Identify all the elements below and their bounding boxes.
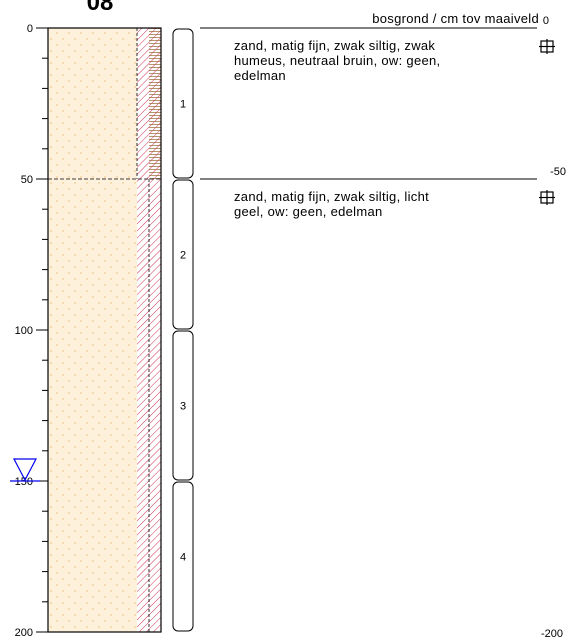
depth-tick-label: 200	[15, 627, 33, 639]
sample-label: 3	[180, 401, 186, 413]
sand-layer-fill	[48, 28, 137, 632]
depth-axis: 0 50 100 150 200	[15, 23, 49, 639]
layer-description-line: zand, matig fijn, zwak siltig, licht	[234, 189, 430, 204]
layer-description-line: humeus, neutraal bruin, ow: geen,	[234, 53, 441, 68]
sample-box	[172, 481, 194, 632]
column-border	[47, 27, 162, 633]
sample-grid-icon	[539, 39, 555, 54]
layer-description: zand, matig fijn, zwak siltig, licht geel…	[234, 189, 429, 219]
sample-box	[172, 179, 194, 330]
sample-grid-icon	[539, 190, 555, 205]
sample-label: 2	[180, 250, 186, 262]
elevation-label-bottom: -200	[541, 628, 563, 640]
sample-box	[172, 330, 194, 481]
groundwater-level	[10, 458, 40, 482]
sample-label: 1	[180, 99, 186, 111]
layer-marks: 0 -50	[200, 15, 566, 205]
log-header: bosgrond / cm tov maaiveld	[372, 11, 539, 26]
boring-title: 08	[87, 0, 114, 16]
elevation-label: 0	[543, 15, 549, 27]
elevation-label: -50	[550, 166, 566, 178]
sample-track: 1 2 3 4	[172, 28, 194, 632]
humus-strip-stripes	[149, 28, 161, 179]
depth-tick-label: 50	[21, 174, 33, 186]
hatch-strip-lower	[149, 179, 161, 632]
layer-description: zand, matig fijn, zwak siltig, zwak humeu…	[234, 38, 440, 83]
depth-tick-label: 100	[15, 325, 33, 337]
layer-description-line: edelman	[234, 68, 286, 83]
layer-description-line: geel, ow: geen, edelman	[234, 204, 383, 219]
soil-column	[47, 27, 162, 633]
depth-tick-label: 0	[27, 23, 33, 35]
layer-description-line: zand, matig fijn, zwak siltig, zwak	[234, 38, 436, 53]
sample-label: 4	[180, 552, 186, 564]
depth-tick-label: 150	[15, 476, 33, 488]
sample-box	[172, 28, 194, 179]
hatch-strip	[137, 28, 149, 632]
groundwater-triangle-icon	[13, 458, 37, 482]
